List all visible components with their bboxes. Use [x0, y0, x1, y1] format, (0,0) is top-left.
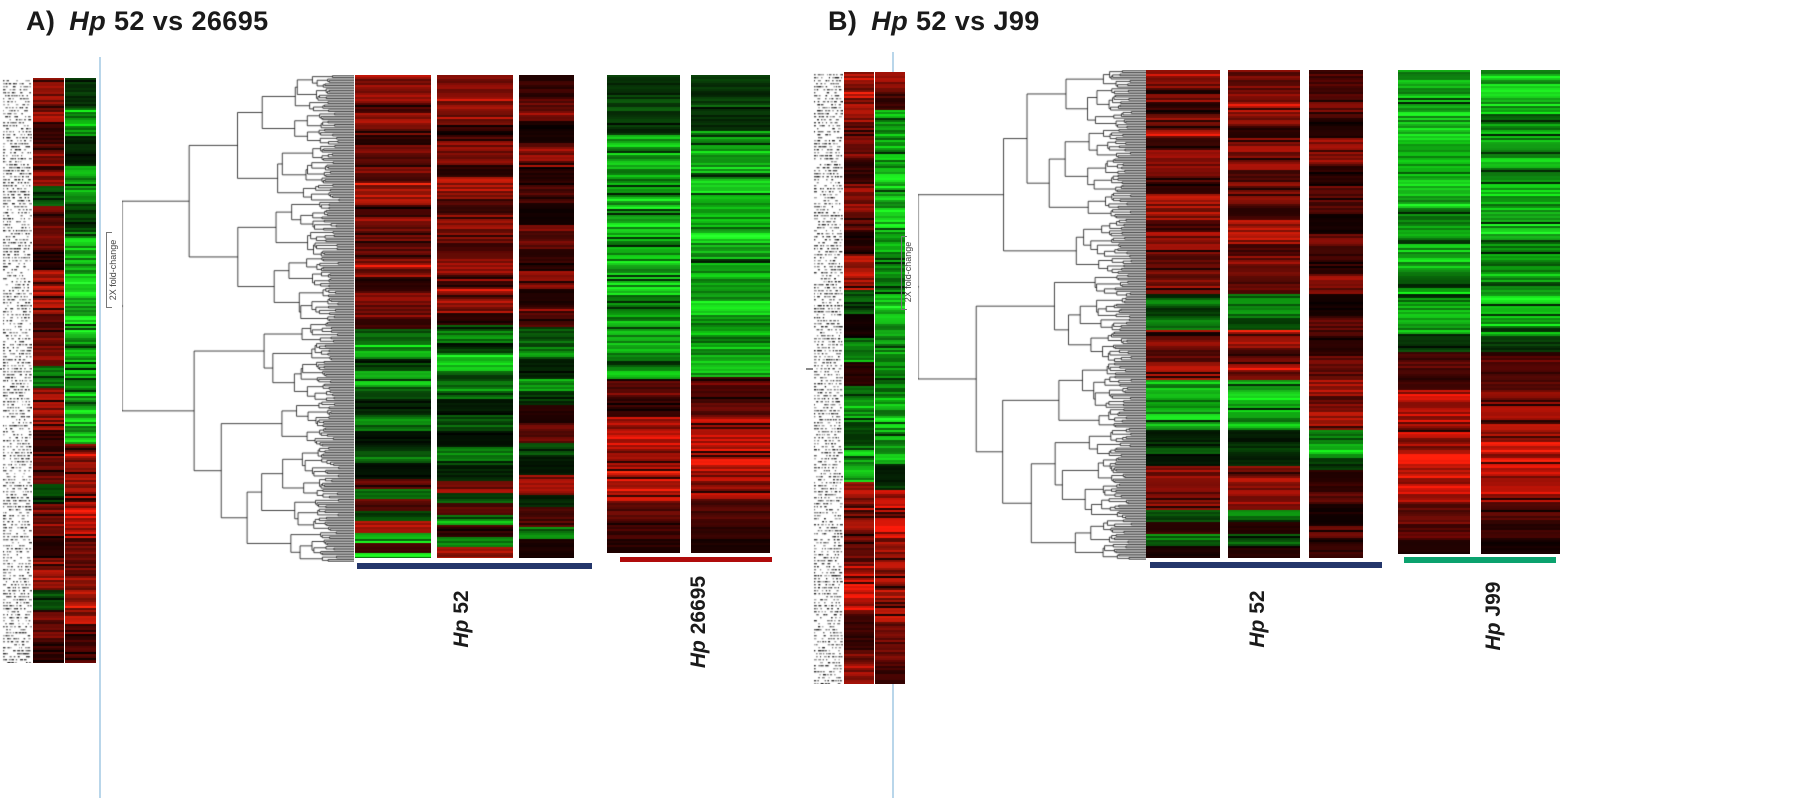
- panel-a-heatmap-column-hp52-1: [355, 75, 431, 558]
- panel-a-group-bar-hp52: [357, 563, 592, 569]
- panel-a-title-prefix: A): [26, 6, 56, 36]
- panel-b-dendrogram: [918, 70, 1146, 560]
- panel-a-gene-label-microtext: [2, 78, 32, 663]
- panel-b-heatmap-column-hp52-1: [1146, 70, 1220, 558]
- panel-b-thumb-column-1: [844, 72, 874, 684]
- panel-b-group-label-hp52-strain: 52: [1246, 590, 1269, 614]
- panel-a-group-label-hp52-strain: 52: [450, 590, 473, 614]
- panel-b-title-prefix: B): [828, 6, 858, 36]
- panel-b-group-label-hpj99-strain: J99: [1482, 581, 1505, 617]
- panel-a-heatmap-column-hp26695-1: [607, 75, 680, 553]
- panel-a-title-species: Hp: [69, 6, 107, 36]
- panel-b-fold-change-bracket: [901, 236, 907, 310]
- panel-a-heatmap-column-hp52-2: [437, 75, 513, 558]
- panel-a-heatmap-column-hp26695-2: [691, 75, 770, 553]
- panel-b-group-bar-hp52: [1150, 562, 1382, 568]
- panel-a-divider-line: [99, 57, 101, 798]
- panel-a-group-label-hp52: Hp 52: [447, 564, 477, 674]
- panel-a-group-label-hp26695-strain: 26695: [687, 575, 710, 635]
- panel-b-group-label-hp52-species: Hp: [1246, 619, 1269, 648]
- panel-b-group-label-hp52: Hp 52: [1243, 564, 1273, 674]
- panel-a-fold-change-label: 2X fold-change: [108, 239, 118, 301]
- panel-b-group-label-hpj99: Hp J99: [1479, 556, 1509, 676]
- panel-b-title-rest: 52 vs J99: [916, 6, 1040, 36]
- panel-a-thumb-column-2: [65, 78, 96, 663]
- panel-a-title-rest: 52 vs 26695: [114, 6, 269, 36]
- panel-a-title: A) Hp 52 vs 26695: [26, 6, 269, 37]
- panel-b-group-bar-hpj99: [1404, 557, 1556, 563]
- panel-a-heatmap-column-hp52-3: [519, 75, 574, 558]
- panel-b-thumb-column-2: [875, 72, 905, 684]
- panel-b-heatmap-column-hp52-3: [1309, 70, 1363, 558]
- panel-a-fold-change-bracket: [106, 232, 112, 308]
- panel-b-title-species: Hp: [871, 6, 909, 36]
- panel-a-dendrogram: [122, 75, 354, 562]
- panel-b-thumbnail-heatmap: [813, 72, 905, 684]
- panel-b-left-tick: [806, 368, 814, 370]
- panel-b-fold-change-label: 2X fold-change: [903, 241, 913, 303]
- panel-b-group-label-hpj99-species: Hp: [1482, 622, 1505, 651]
- panel-a-thumbnail-heatmap: [2, 78, 96, 663]
- panel-b-heatmap-column-hp52-2: [1228, 70, 1300, 558]
- panel-a-group-label-hp26695: Hp 26695: [684, 556, 714, 688]
- panel-a-group-label-hp52-species: Hp: [450, 619, 473, 648]
- panel-b-gene-label-microtext: [813, 72, 843, 684]
- panel-a-group-label-hp26695-species: Hp: [687, 640, 710, 669]
- panel-b-heatmap-column-hpj99-1: [1398, 70, 1470, 554]
- panel-b-heatmap-column-hpj99-2: [1481, 70, 1560, 554]
- panel-a-group-bar-hp26695: [620, 557, 772, 562]
- panel-a-thumb-column-1: [33, 78, 64, 663]
- panel-b-title: B) Hp 52 vs J99: [828, 6, 1040, 37]
